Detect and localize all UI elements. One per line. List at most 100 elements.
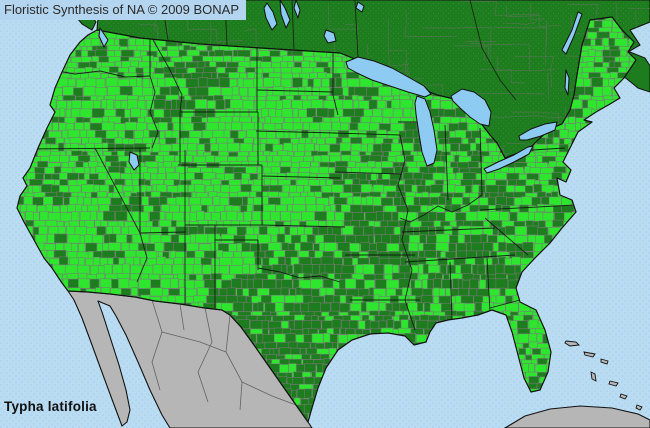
county-cell bbox=[83, 121, 91, 131]
county-cell bbox=[334, 264, 343, 275]
county-cell bbox=[124, 72, 137, 80]
county-cell bbox=[350, 204, 362, 213]
county-cell bbox=[499, 287, 506, 297]
county-cell bbox=[331, 226, 342, 236]
map-title-text: Floristic Synthesis of NA © 2009 BONAP bbox=[4, 2, 240, 17]
county-cell bbox=[192, 55, 204, 63]
county-cell bbox=[450, 143, 460, 153]
county-cell bbox=[383, 211, 392, 222]
county-cell bbox=[400, 319, 409, 330]
lake-erie bbox=[483, 145, 534, 174]
county-cell bbox=[334, 56, 342, 63]
county-cell bbox=[263, 77, 275, 88]
county-cell bbox=[99, 278, 113, 289]
county-cell bbox=[331, 121, 342, 131]
county-cell bbox=[431, 99, 441, 110]
county-cell bbox=[206, 78, 220, 89]
county-cell bbox=[386, 287, 397, 297]
county-cell bbox=[98, 56, 110, 63]
county-cell bbox=[275, 272, 285, 280]
county-cell bbox=[370, 116, 384, 124]
county-cell bbox=[202, 264, 212, 275]
county-cell bbox=[470, 226, 483, 236]
county-cell bbox=[45, 137, 56, 145]
county-cell bbox=[44, 167, 56, 175]
county-cell bbox=[49, 154, 61, 163]
county-cell bbox=[249, 151, 258, 157]
county-cell bbox=[400, 256, 408, 266]
county-cell bbox=[211, 72, 218, 79]
state-border-line bbox=[255, 130, 337, 134]
county-cell bbox=[458, 287, 469, 297]
county-cell bbox=[288, 341, 298, 349]
county-cell bbox=[313, 55, 322, 63]
county-cell bbox=[470, 142, 477, 152]
county-cell bbox=[313, 155, 323, 163]
county-cell bbox=[545, 137, 554, 145]
state-border-line bbox=[94, 147, 148, 283]
county-cell bbox=[229, 196, 243, 207]
county-cell bbox=[320, 154, 330, 163]
county-cell bbox=[130, 60, 139, 68]
county-cell bbox=[423, 301, 431, 312]
county-cell bbox=[68, 161, 76, 168]
county-cell bbox=[194, 99, 208, 110]
county-cell bbox=[376, 242, 387, 252]
county-cell bbox=[257, 301, 264, 312]
county-cell bbox=[95, 78, 106, 89]
county-cell bbox=[185, 99, 197, 110]
county-cell bbox=[84, 234, 93, 244]
county-cell bbox=[381, 161, 394, 168]
county-cell bbox=[248, 288, 258, 297]
county-cell bbox=[75, 49, 82, 58]
county-cell bbox=[304, 388, 313, 399]
county-cell bbox=[457, 234, 465, 244]
division-border-line bbox=[139, 24, 159, 44]
county-cell bbox=[253, 137, 261, 145]
county-cell bbox=[316, 137, 326, 145]
county-cell bbox=[88, 72, 101, 79]
county-cell bbox=[353, 99, 359, 110]
county-cell bbox=[89, 210, 97, 222]
county-cell bbox=[133, 256, 141, 266]
state-border-line bbox=[51, 69, 151, 78]
state-border-line bbox=[257, 267, 341, 283]
county-cell bbox=[75, 161, 85, 168]
county-cell bbox=[295, 129, 302, 139]
county-cell bbox=[279, 347, 292, 356]
county-cell bbox=[271, 294, 285, 304]
county-cell bbox=[124, 121, 137, 131]
county-cell bbox=[290, 219, 300, 227]
county-cell bbox=[162, 264, 173, 275]
county-cell bbox=[355, 264, 365, 275]
state-border-line bbox=[334, 171, 403, 175]
county-cell bbox=[405, 129, 414, 139]
county-cell bbox=[112, 256, 120, 266]
county-cell bbox=[458, 122, 468, 132]
lake-manitoba bbox=[279, 0, 291, 29]
county-cell bbox=[311, 320, 322, 330]
county-cell bbox=[233, 108, 241, 118]
county-cell bbox=[361, 204, 375, 213]
county-cell bbox=[279, 364, 289, 374]
state-border-line bbox=[256, 89, 334, 93]
great-lakes bbox=[98, 0, 583, 174]
county-cell bbox=[335, 67, 347, 75]
state-border-line bbox=[332, 38, 339, 116]
county-cell bbox=[156, 61, 163, 69]
state-border-line bbox=[444, 124, 449, 201]
county-cell bbox=[172, 264, 185, 275]
county-cell bbox=[399, 99, 414, 110]
county-cell bbox=[609, 71, 619, 79]
county-cell bbox=[197, 225, 205, 235]
county-cell bbox=[295, 294, 304, 304]
county-cell bbox=[52, 122, 59, 132]
county-cell bbox=[436, 233, 450, 244]
county-cell bbox=[242, 196, 249, 206]
county-cell bbox=[119, 161, 127, 168]
county-cell bbox=[67, 278, 80, 289]
county-cell bbox=[390, 234, 400, 244]
county-cell bbox=[111, 278, 119, 290]
